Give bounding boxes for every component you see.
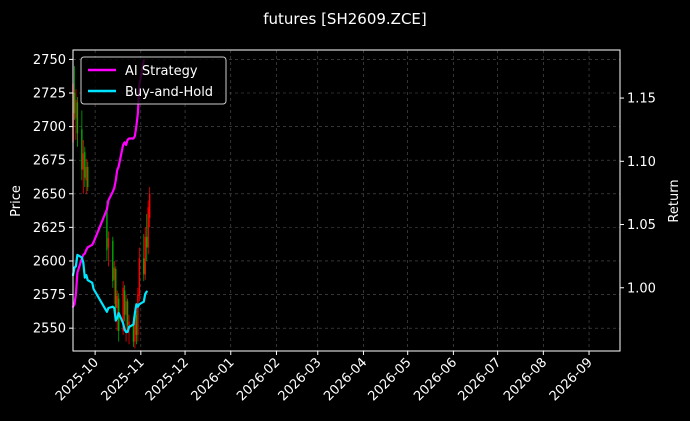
candle	[144, 227, 146, 280]
legend-label-buy-and-hold: Buy-and-Hold	[125, 85, 213, 100]
right-tick-label: 1.10	[627, 155, 656, 170]
left-tick-label: 2725	[33, 87, 66, 102]
right-tick-label: 1.00	[627, 281, 656, 296]
candle	[84, 146, 86, 188]
candle-body	[112, 240, 114, 282]
candle	[138, 247, 141, 302]
chart-title: futures [SH2609.ZCE]	[263, 10, 427, 28]
candle-body	[125, 301, 127, 315]
candle	[126, 298, 129, 331]
candle	[115, 266, 117, 315]
candle	[148, 187, 151, 228]
candle-body	[106, 207, 108, 251]
candle-body	[87, 166, 89, 188]
legend-label-ai-strategy: AI Strategy	[125, 64, 198, 79]
candle-body	[85, 166, 87, 181]
candle-body	[134, 314, 136, 342]
candle-body	[137, 294, 139, 335]
candle-body	[138, 258, 141, 296]
candle	[73, 66, 76, 120]
right-tick-label: 1.15	[627, 92, 656, 107]
candle-body	[82, 153, 85, 170]
candle	[107, 231, 110, 267]
candle	[81, 110, 83, 181]
candle-body	[148, 193, 151, 218]
buy-and-hold-line	[71, 253, 148, 334]
candle	[76, 97, 79, 147]
candle-body	[147, 207, 149, 248]
candle-body	[123, 290, 126, 315]
candle-body	[126, 301, 129, 326]
series-lines	[71, 58, 148, 334]
candle-body	[146, 236, 148, 248]
left-tick-label: 2625	[33, 221, 66, 236]
right-tick-label: 1.05	[627, 218, 656, 233]
left-y-axis: 2550 2575 2600 2625 2650 2675 2700 2725 2750	[33, 53, 73, 337]
right-axis-label: Return	[667, 179, 682, 222]
candlesticks	[72, 66, 151, 349]
candle	[75, 88, 77, 141]
candle	[143, 234, 145, 282]
candle-body	[135, 314, 138, 335]
right-y-axis: 1.00 1.05 1.10 1.15	[620, 92, 656, 296]
ai-strategy-line	[71, 58, 145, 308]
left-tick-label: 2550	[33, 322, 66, 337]
candle-body	[132, 321, 135, 342]
candle-body	[144, 236, 146, 275]
legend: AI Strategy Buy-and-Hold	[80, 56, 227, 105]
candle-body	[115, 269, 117, 308]
left-tick-label: 2600	[33, 254, 66, 269]
candle	[135, 310, 138, 345]
left-tick-label: 2750	[33, 53, 66, 68]
candle-body	[143, 258, 145, 275]
candle-body	[116, 295, 118, 308]
candle	[87, 161, 89, 192]
candle-body	[113, 267, 115, 280]
candle-body	[107, 238, 110, 248]
candle	[147, 200, 149, 255]
plot-frame	[72, 49, 621, 352]
candle-body	[76, 102, 79, 134]
candle-body	[81, 129, 83, 170]
candle	[137, 287, 139, 342]
candle	[146, 213, 148, 261]
legend-box	[80, 56, 227, 105]
candle	[85, 158, 87, 194]
candle-body	[75, 99, 77, 119]
candle-body	[122, 287, 124, 331]
candle	[125, 294, 127, 342]
candle-body	[73, 93, 76, 114]
left-axis-label: Price	[9, 185, 24, 217]
left-tick-label: 2575	[33, 288, 66, 303]
candle	[112, 236, 114, 288]
left-tick-label: 2675	[33, 154, 66, 169]
candle	[82, 140, 85, 194]
left-tick-label: 2700	[33, 120, 66, 135]
candle-body	[128, 321, 130, 326]
candle	[123, 285, 126, 322]
candle	[116, 290, 118, 331]
candle	[113, 260, 115, 304]
left-tick-label: 2650	[33, 187, 66, 202]
candle-body	[84, 152, 86, 178]
